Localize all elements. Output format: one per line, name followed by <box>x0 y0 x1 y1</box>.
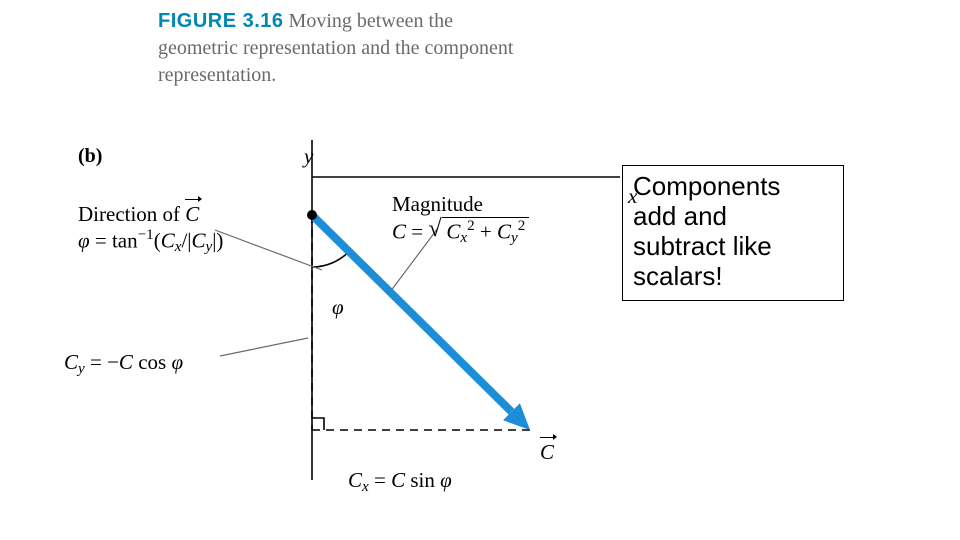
angle-label: φ <box>332 295 344 320</box>
figure-caption: FIGURE 3.16 Moving between the geometric… <box>158 8 528 89</box>
note-line-1: Components <box>633 172 833 202</box>
figure-number: FIGURE 3.16 <box>158 10 284 32</box>
note-line-2: add and <box>633 202 833 232</box>
cx-label: Cx = C sin φ <box>348 468 452 496</box>
note-box: Components add and subtract like scalars… <box>622 165 844 301</box>
vector-tip-label: C <box>540 440 554 465</box>
y-axis-label: y <box>304 144 313 169</box>
direction-label: Direction of C φ = tan−1(Cx/|Cy|) <box>78 202 223 256</box>
note-line-3: subtract like <box>633 232 833 262</box>
magnitude-label: Magnitude C = Cx2 + Cy2 <box>392 192 529 247</box>
cy-label: Cy = −C cos φ <box>64 350 183 378</box>
x-axis-label: x <box>628 184 637 209</box>
note-line-4: scalars! <box>633 262 833 292</box>
